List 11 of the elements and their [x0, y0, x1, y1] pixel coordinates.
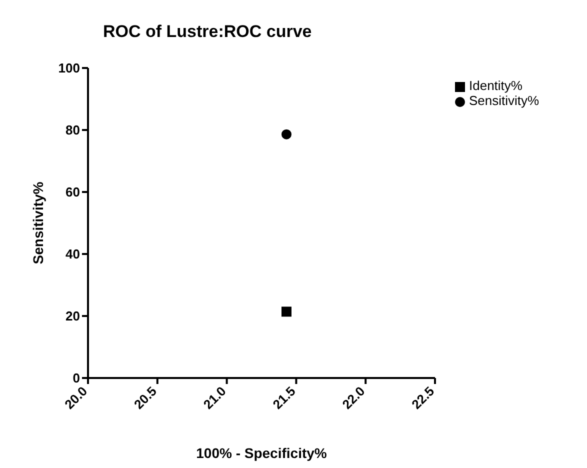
y-tick-label: 100: [58, 60, 80, 76]
y-tick-label: 80: [66, 122, 80, 138]
y-tick-label: 40: [66, 246, 80, 262]
x-axis-title: 100% - Specificity%: [196, 445, 328, 461]
y-tick-label: 60: [66, 184, 80, 200]
legend-label: Identity%: [469, 78, 522, 93]
legend-label: Sensitivity%: [469, 93, 540, 108]
y-tick-label: 0: [72, 370, 80, 386]
y-tick-label: 20: [66, 308, 80, 324]
y-axis-title: Sensitivity%: [30, 181, 46, 264]
chart-title: ROC of Lustre:ROC curve: [103, 22, 312, 42]
